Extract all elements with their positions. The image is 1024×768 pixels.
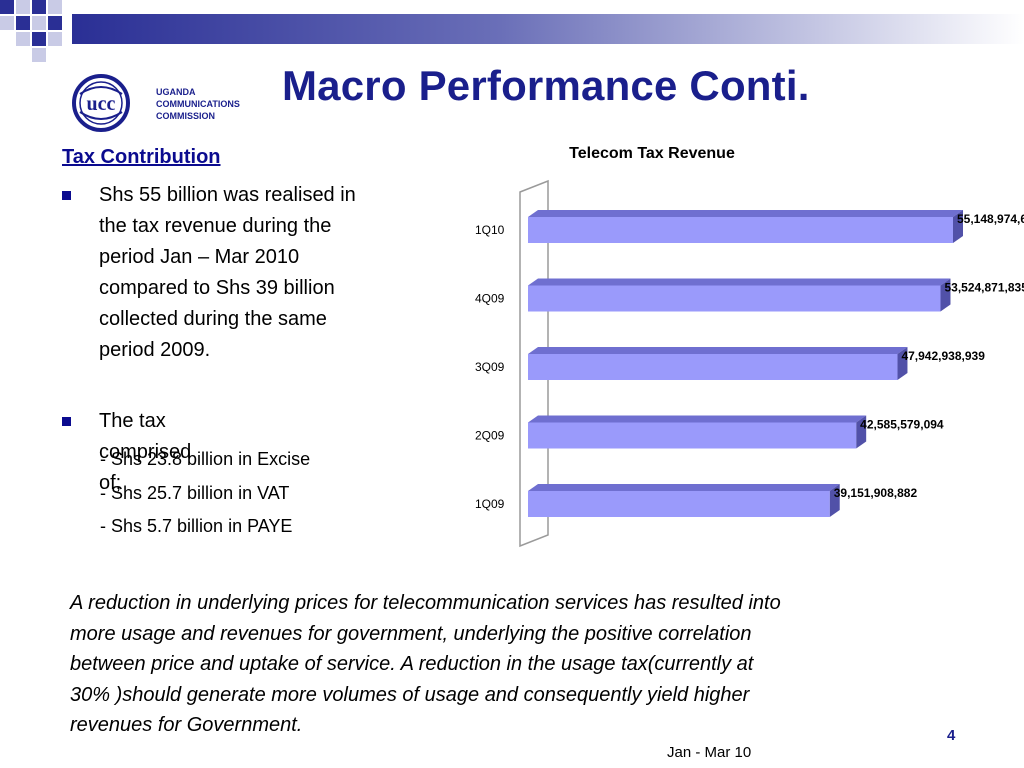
bar-top-face xyxy=(528,347,908,354)
value-label: 47,942,938,939 xyxy=(901,349,985,363)
logo-line-3: COMMISSION xyxy=(156,111,215,121)
bullet1-line: the tax revenue during the xyxy=(99,215,332,237)
ucc-logo: ucc UGANDA COMMUNICATIONS COMMISSION xyxy=(72,74,240,132)
header-band xyxy=(72,14,1024,44)
bar-side-face xyxy=(897,347,908,380)
bullet2-text: The tax comprised of; xyxy=(99,410,192,494)
logo-line-1: UGANDA xyxy=(156,87,196,97)
bar-1Q09 xyxy=(528,491,830,517)
page-number: 4 xyxy=(947,727,956,744)
bullet1-line: collected during the same xyxy=(99,308,327,330)
slide-title: Macro Performance Conti. xyxy=(282,62,810,109)
bar-2Q09 xyxy=(528,422,857,449)
value-label: 42,585,579,094 xyxy=(860,418,944,432)
bar-top-face xyxy=(528,484,840,491)
summary-line: A reduction in underlying prices for tel… xyxy=(70,592,781,614)
bar-top-face xyxy=(528,210,963,217)
chart-title: Telecom Tax Revenue xyxy=(569,145,735,162)
logo-line-2: COMMUNICATIONS xyxy=(156,99,240,109)
summary-line: revenues for Government. xyxy=(70,714,303,736)
summary-paragraph: A reduction in underlying prices for tel… xyxy=(70,588,1000,741)
footer-date: Jan - Mar 10 xyxy=(667,744,752,761)
category-label: 3Q09 xyxy=(475,360,505,374)
bar-side-face xyxy=(940,278,951,312)
bar-side-face xyxy=(856,415,867,449)
sub-item-vat: - Shs 25.7 billion in VAT xyxy=(100,483,290,503)
summary-line: 30% )should generate more volumes of usa… xyxy=(70,683,750,706)
value-label: 39,151,908,882 xyxy=(834,486,918,500)
category-label: 1Q10 xyxy=(475,223,505,237)
corner-squares xyxy=(0,0,62,62)
sub-item-paye: - Shs 5.7 billion in PAYE xyxy=(100,516,293,536)
logo-mark: ucc xyxy=(87,93,116,115)
bullet1-line: Shs 55 billion was realised in xyxy=(99,184,356,206)
summary-line: between price and uptake of service. A r… xyxy=(70,653,754,675)
category-label: 1Q09 xyxy=(475,497,505,511)
bar-side-face xyxy=(953,210,963,243)
bar-side-face xyxy=(829,484,840,517)
bullet1-line: compared to Shs 39 billion xyxy=(99,277,335,299)
bullet-square-icon xyxy=(62,191,71,200)
bullet-square-icon xyxy=(62,417,71,426)
bullet1-line: period 2009. xyxy=(99,339,211,361)
bar-3Q09 xyxy=(528,354,898,380)
value-label: 53,524,871,835 xyxy=(944,281,1024,295)
bar-4Q09 xyxy=(528,285,941,312)
bullet1-line: period Jan – Mar 2010 xyxy=(99,246,300,268)
bar-1Q10 xyxy=(528,217,953,243)
value-label: 55,148,974,620 xyxy=(957,212,1024,226)
tax-contribution-heading: Tax Contribution xyxy=(62,146,221,168)
category-label: 4Q09 xyxy=(475,292,505,306)
bar-top-face xyxy=(528,278,951,286)
summary-line: more usage and revenues for government, … xyxy=(70,622,752,645)
category-label: 2Q09 xyxy=(475,429,505,443)
bar-top-face xyxy=(528,415,867,423)
chart-bars: 1Q10 55,148,974,620 4Q09 53,524,871,835 3Q09… xyxy=(475,210,1024,517)
telecom-tax-revenue-chart: Telecom Tax Revenue 1Q10 55,148,974,620 4Q… xyxy=(475,145,1024,548)
sub-item-excise: - Shs 23.8 billion in Excise xyxy=(100,449,311,469)
